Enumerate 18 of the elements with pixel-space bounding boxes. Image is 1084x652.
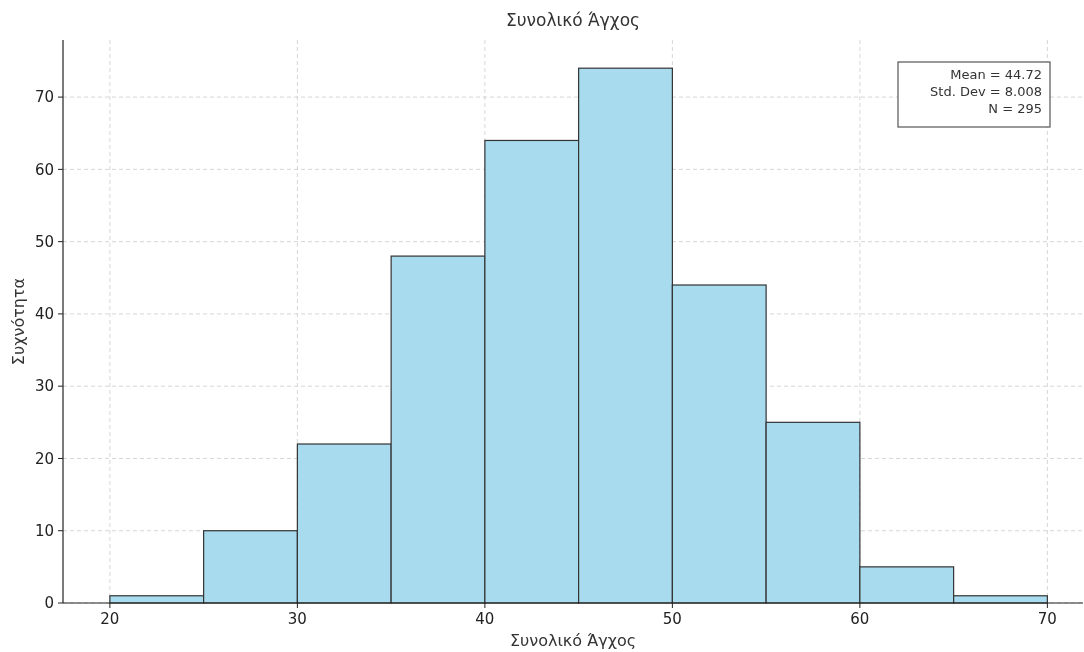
y-tick-label: 20 bbox=[34, 449, 54, 468]
x-tick-label: 30 bbox=[287, 610, 307, 628]
x-tick-label: 50 bbox=[662, 610, 682, 628]
y-tick-label: 40 bbox=[34, 305, 54, 324]
chart-title: Συνολικό Άγχος bbox=[505, 10, 641, 30]
x-tick-label: 70 bbox=[1037, 610, 1057, 628]
x-tick-label: 20 bbox=[100, 610, 120, 628]
y-tick-label: 50 bbox=[34, 232, 54, 251]
y-axis-title: Συχνότητα bbox=[9, 277, 28, 366]
x-tick-label: 60 bbox=[850, 610, 870, 628]
y-tick-label: 0 bbox=[44, 594, 54, 613]
x-tick-label: 40 bbox=[475, 610, 495, 628]
y-tick-label: 60 bbox=[34, 160, 54, 179]
y-tick-label: 10 bbox=[34, 521, 54, 540]
y-tick-label: 70 bbox=[34, 88, 54, 107]
y-tick-label: 30 bbox=[34, 377, 54, 396]
x-axis-title: Συνολικό Άγχος bbox=[509, 631, 637, 650]
annotation: Mean = 44.72 Std. Dev = 8.008 N = 295 bbox=[930, 67, 1042, 116]
